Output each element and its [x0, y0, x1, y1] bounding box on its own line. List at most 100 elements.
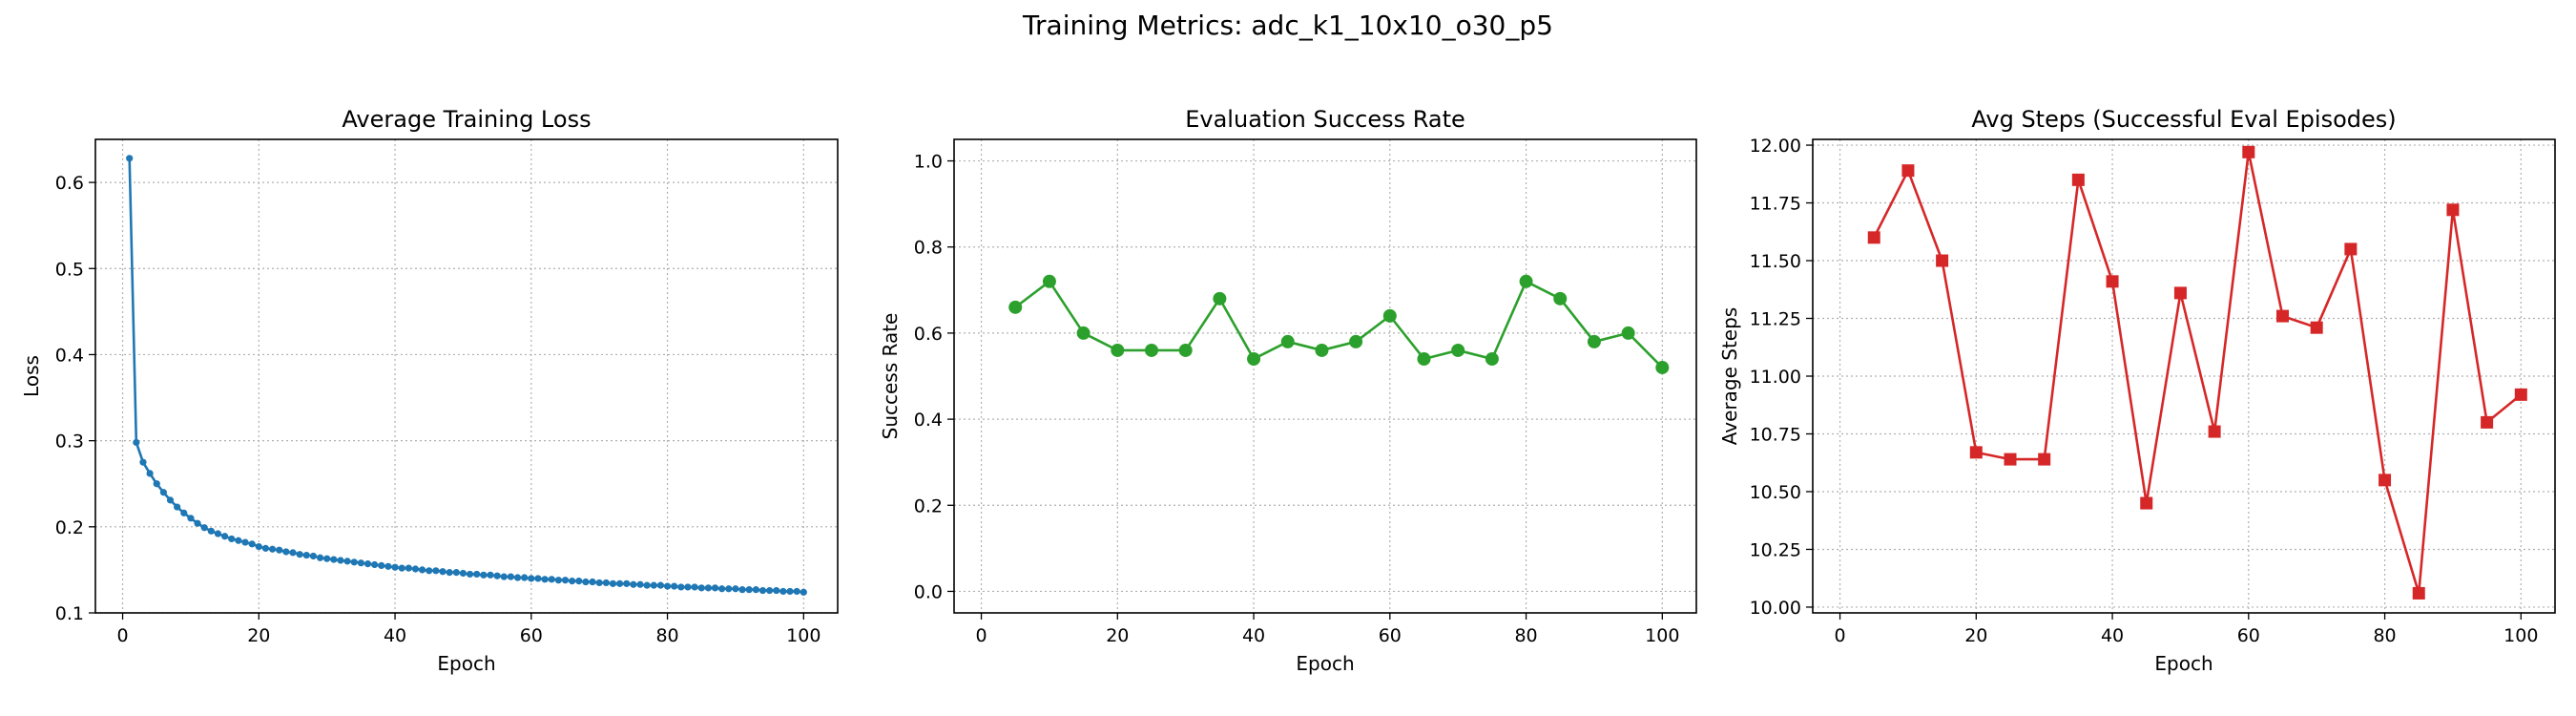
data-point [282, 548, 290, 556]
y-tick-label: 0.1 [55, 603, 84, 624]
data-point [2071, 173, 2085, 186]
data-point [541, 576, 549, 583]
success-plot-frame [953, 138, 1697, 614]
data-point [228, 535, 236, 543]
data-point [180, 509, 188, 516]
data-point [561, 577, 570, 584]
data-point [663, 582, 672, 590]
success-panel: Evaluation Success Rate 0 20 40 60 80 100 0.0… [879, 106, 1697, 675]
data-point [1451, 343, 1465, 357]
data-point [732, 585, 739, 593]
data-point [194, 519, 201, 527]
data-point [378, 561, 385, 570]
y-tick-label: 10.25 [1750, 539, 1801, 560]
data-point [2275, 309, 2289, 323]
x-tick-label: 60 [520, 625, 543, 646]
data-point [1042, 274, 1056, 288]
success-x-ticks: 0 20 40 60 80 100 [976, 613, 1679, 646]
y-tick-label: 10.50 [1750, 482, 1801, 503]
success-panel-title: Evaluation Success Rate [1185, 106, 1465, 133]
data-point [1519, 274, 1533, 288]
data-point [337, 557, 344, 564]
data-point [1969, 446, 1983, 459]
data-point [786, 587, 794, 596]
x-tick-label: 100 [786, 625, 821, 646]
data-point [166, 496, 175, 504]
y-tick-label: 0.0 [914, 581, 943, 602]
data-point [602, 579, 610, 587]
y-tick-label: 0.6 [914, 324, 943, 345]
steps-x-axis-label: Epoch [2154, 652, 2212, 675]
y-tick-label: 11.75 [1750, 194, 1801, 215]
data-point [521, 574, 529, 581]
data-point [1867, 231, 1880, 244]
data-point [725, 585, 733, 593]
data-point [691, 583, 698, 591]
data-point [411, 565, 420, 573]
x-tick-label: 100 [1645, 625, 1679, 646]
data-point [1111, 343, 1125, 357]
data-point [793, 587, 800, 596]
loss-plot-frame [94, 138, 839, 614]
data-point [480, 571, 488, 579]
x-tick-label: 0 [1835, 625, 1846, 646]
data-point [758, 586, 767, 595]
data-point [350, 558, 358, 566]
data-point [2481, 415, 2494, 429]
x-tick-label: 40 [2101, 625, 2124, 646]
data-point [174, 503, 181, 511]
data-point [554, 577, 562, 584]
data-point [630, 580, 637, 588]
y-tick-label: 0.6 [55, 173, 84, 194]
data-point [309, 552, 318, 560]
data-point [677, 583, 685, 591]
y-tick-label: 1.0 [914, 152, 943, 173]
data-point [214, 530, 222, 537]
data-point [2173, 286, 2187, 300]
x-tick-label: 60 [1379, 625, 1402, 646]
data-point [364, 559, 372, 568]
data-point [507, 573, 514, 580]
data-point [391, 563, 399, 571]
x-tick-label: 80 [1514, 625, 1537, 646]
x-tick-label: 60 [2237, 625, 2260, 646]
data-point [718, 585, 726, 593]
data-point [1315, 343, 1329, 357]
data-point [773, 586, 780, 595]
data-point [248, 540, 256, 548]
x-tick-label: 40 [384, 625, 406, 646]
data-point [221, 533, 229, 540]
y-tick-label: 10.75 [1750, 424, 1801, 445]
loss-panel-title: Average Training Loss [342, 106, 591, 133]
data-point [697, 584, 705, 592]
data-point [671, 582, 678, 590]
data-point [126, 155, 134, 162]
data-point [1587, 334, 1601, 348]
y-tick-label: 11.00 [1750, 367, 1801, 388]
data-point [779, 587, 787, 596]
data-point [371, 560, 379, 569]
x-tick-label: 0 [117, 625, 129, 646]
y-tick-label: 0.4 [914, 410, 943, 431]
y-tick-label: 0.5 [55, 259, 84, 280]
data-point [704, 584, 712, 592]
data-point [1178, 343, 1193, 357]
data-point [1144, 343, 1158, 357]
y-tick-label: 11.50 [1750, 251, 1801, 272]
data-point [384, 562, 392, 570]
steps-panel-title: Avg Steps (Successful Eval Episodes) [1971, 106, 2396, 133]
x-tick-label: 20 [1106, 625, 1129, 646]
data-point [466, 570, 474, 579]
data-point [575, 578, 583, 585]
data-point [146, 470, 154, 477]
data-point [2412, 586, 2425, 600]
success-series [1008, 274, 1670, 374]
data-point [609, 579, 617, 587]
loss-y-axis-label: Loss [20, 355, 43, 397]
steps-y-axis-label: Average Steps [1718, 307, 1741, 445]
data-point [398, 564, 405, 572]
data-point [2242, 145, 2255, 158]
data-point [1936, 254, 1949, 267]
data-point [595, 579, 603, 587]
